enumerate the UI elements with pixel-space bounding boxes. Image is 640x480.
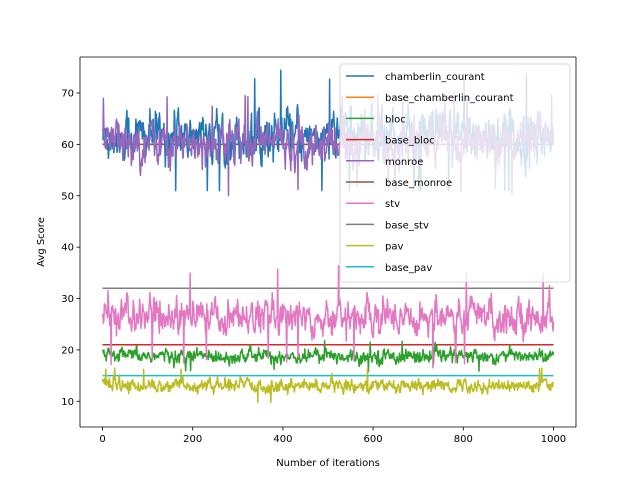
series-line-bloc — [101, 339, 555, 373]
x-axis-ticks: 0 200 400 600 800 1000 — [99, 427, 566, 445]
x-axis-label: Number of iterations — [276, 458, 380, 469]
legend: chamberlin_courant base_chamberlin_couran… — [339, 63, 571, 283]
legend-entry-stv: stv — [385, 199, 400, 210]
y-tick-label: 10 — [61, 397, 74, 408]
y-tick-label: 40 — [61, 243, 74, 254]
axes — [79, 56, 577, 428]
legend-entry-base_bloc: base_bloc — [385, 136, 435, 147]
y-axis-ticks: 10 20 30 40 50 60 70 — [61, 88, 80, 408]
legend-entry-bloc: bloc — [385, 114, 406, 125]
legend-entry-base_stv: base_stv — [385, 220, 429, 231]
y-tick-label: 30 — [61, 294, 74, 305]
x-tick-label: 800 — [454, 434, 473, 445]
y-axis-label: Avg Score — [36, 217, 47, 267]
legend-entry-chamberlin_courant: chamberlin_courant — [385, 72, 485, 83]
y-tick-label: 60 — [61, 140, 74, 151]
legend-entry-base_monroe: base_monroe — [385, 178, 452, 189]
legend-entry-base_chamberlin_courant: base_chamberlin_courant — [385, 93, 514, 104]
y-tick-label: 20 — [61, 345, 74, 356]
legend-entry-monroe: monroe — [385, 157, 423, 168]
legend-entry-base_pav: base_pav — [385, 263, 432, 274]
legend-entry-pav: pav — [385, 242, 403, 253]
x-tick-label: 600 — [364, 434, 383, 445]
legend-box — [339, 63, 571, 283]
x-tick-label: 200 — [183, 434, 202, 445]
x-tick-label: 1000 — [541, 434, 566, 445]
series-line-pav — [101, 367, 555, 404]
series-line-stv — [101, 264, 555, 369]
y-tick-label: 50 — [61, 191, 74, 202]
x-tick-label: 0 — [99, 434, 105, 445]
x-tick-label: 400 — [273, 434, 292, 445]
y-tick-label: 70 — [61, 88, 74, 99]
